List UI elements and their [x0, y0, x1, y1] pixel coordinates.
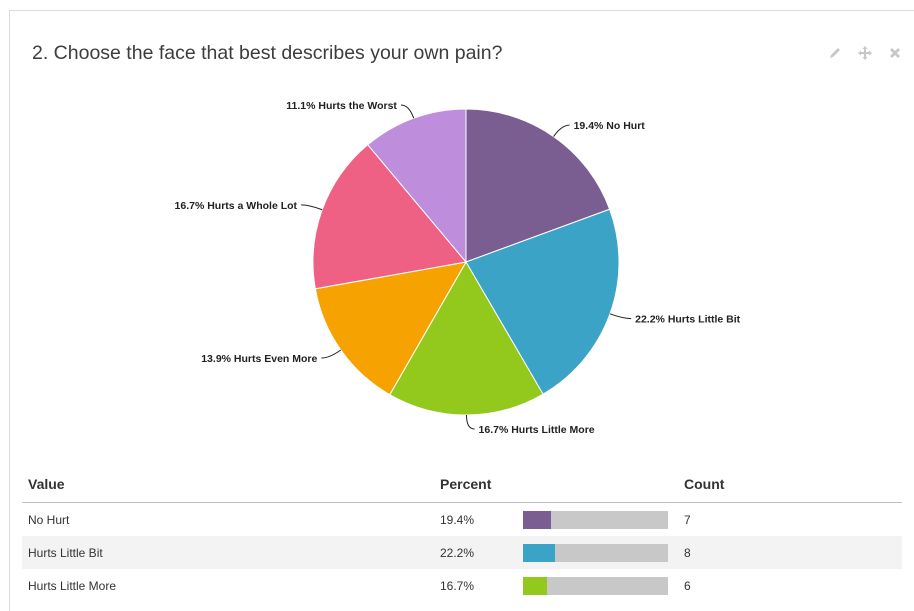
percent-bar-fill — [523, 576, 548, 595]
move-icon[interactable] — [857, 45, 873, 61]
row-count: 6 — [684, 578, 691, 593]
slice-leader-line — [400, 104, 415, 119]
header-value: Value — [22, 465, 434, 503]
slice-leader-line — [301, 204, 323, 211]
row-count: 7 — [684, 512, 691, 527]
row-value: Hurts Little Bit — [28, 545, 103, 560]
row-count: 8 — [684, 545, 691, 560]
pie-slice-hurts-a-whole-lot[interactable] — [312, 144, 467, 290]
question-toolbar — [827, 45, 903, 61]
table-row: Hurts Little Bit 22.2% 8 — [22, 536, 902, 569]
header-bar — [517, 465, 678, 503]
pie-slice-no-hurt[interactable] — [465, 108, 611, 263]
slice-label-hurts-even-more: 13.9% Hurts Even More — [201, 353, 317, 365]
row-value: Hurts Little More — [28, 578, 117, 593]
edit-icon[interactable] — [827, 45, 843, 61]
percent-bar-track — [523, 543, 668, 562]
row-percent: 16.7% — [440, 578, 475, 593]
pie-chart: 19.4% No Hurt 22.2% Hurts Little Bit 16.7%… — [175, 100, 741, 436]
pie-slice-hurts-little-more[interactable] — [389, 261, 544, 416]
pie-slice-hurts-even-more[interactable] — [314, 261, 467, 396]
slice-label-hurts-little-bit: 22.2% Hurts Little Bit — [635, 314, 741, 326]
slice-label-hurts-the-worst: 11.1% Hurts the Worst — [286, 100, 397, 112]
table-row: No Hurt 19.4% 7 — [22, 503, 902, 537]
slice-label-hurts-little-more: 16.7% Hurts Little More — [479, 424, 595, 436]
percent-bar-track — [523, 510, 668, 529]
slice-label-no-hurt: 19.4% No Hurt — [574, 120, 646, 132]
header-count: Count — [678, 465, 902, 503]
row-value: No Hurt — [28, 512, 70, 527]
slice-label-hurts-a-whole-lot: 16.7% Hurts a Whole Lot — [175, 200, 298, 212]
results-table: Value Percent Count No Hurt 19.4% 7 Hurts L… — [22, 465, 902, 602]
row-percent: 19.4% — [440, 512, 475, 527]
pie-slice-hurts-little-bit[interactable] — [465, 208, 620, 395]
slice-leader-line — [321, 349, 342, 359]
table-header-row: Value Percent Count — [22, 465, 902, 503]
table-row: Hurts Little More 16.7% 6 — [22, 569, 902, 602]
row-percent: 22.2% — [440, 545, 475, 560]
header-percent: Percent — [434, 465, 517, 503]
close-icon[interactable] — [887, 45, 903, 61]
question-title: 2. Choose the face that best describes y… — [32, 42, 503, 64]
percent-bar-fill — [523, 510, 552, 529]
row-bar-cell — [517, 503, 678, 537]
pie-slice-hurts-the-worst[interactable] — [367, 108, 467, 264]
slice-leader-line — [465, 414, 475, 430]
slice-leader-line — [553, 124, 570, 137]
row-bar-cell — [517, 536, 678, 569]
row-bar-cell — [517, 569, 678, 602]
slice-leader-line — [609, 313, 632, 320]
percent-bar-fill — [523, 543, 556, 562]
percent-bar-track — [523, 576, 668, 595]
